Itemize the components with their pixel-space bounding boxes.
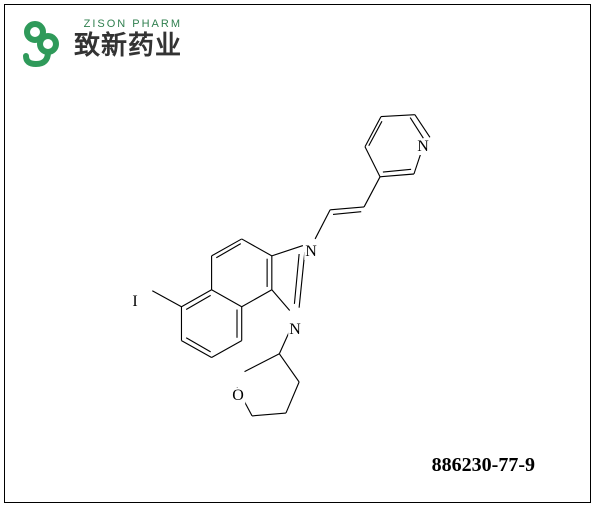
- cas-number: 886230-77-9: [432, 454, 535, 477]
- brand-chinese: 致新药业: [74, 32, 182, 58]
- atom-N2: N: [288, 322, 302, 338]
- brand-logo: ZISON PHARM 致新药业: [20, 18, 182, 70]
- atom-O: O: [231, 388, 245, 404]
- logo-mark-icon: [20, 18, 66, 70]
- atom-N1: N: [304, 244, 318, 260]
- logo-text: ZISON PHARM 致新药业: [74, 18, 182, 58]
- brand-english: ZISON PHARM: [74, 18, 182, 30]
- atom-I: I: [131, 294, 138, 310]
- molecule-svg: [120, 110, 450, 430]
- atom-N_py: N: [416, 139, 430, 155]
- molecule-diagram: I N N N O: [120, 110, 450, 430]
